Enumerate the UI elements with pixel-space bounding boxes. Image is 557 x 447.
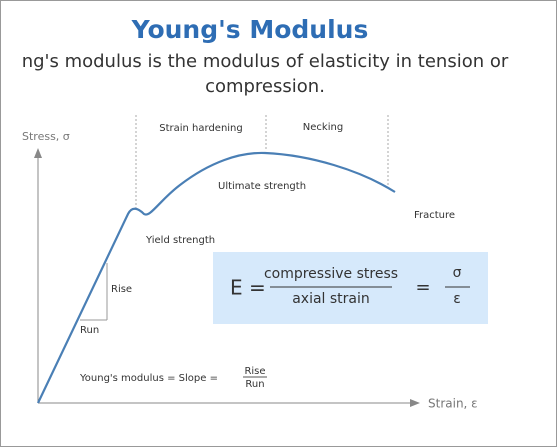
symbol-denominator: ε: [453, 291, 461, 307]
slope-formula: Young's modulus = Slope =: [79, 373, 218, 384]
run-label: Run: [80, 325, 99, 336]
formula-left: E =: [230, 276, 266, 300]
region-label: Necking: [303, 122, 343, 133]
region-label: Strain hardening: [159, 123, 243, 134]
formula-box: [213, 252, 488, 324]
fracture-label: Fracture: [414, 210, 455, 221]
subtitle: compression.: [205, 76, 325, 97]
rise-label: Rise: [111, 284, 132, 295]
formula-equals: =: [415, 277, 430, 298]
formula-denominator: axial strain: [292, 291, 370, 307]
dividers: [135, 115, 389, 210]
x-axis-label: Strain, ε: [428, 397, 478, 411]
slope-numerator: Rise: [244, 366, 265, 377]
formula-numerator: compressive stress: [264, 266, 398, 282]
axes: [34, 148, 420, 407]
yield-label: Yield strength: [145, 235, 215, 246]
slope-triangle: [80, 263, 108, 321]
stress-strain-curve: [37, 151, 396, 404]
slope-denominator: Run: [245, 379, 264, 390]
title: Young's Modulus: [131, 15, 369, 44]
y-axis-label: Stress, σ: [22, 130, 70, 143]
subtitle: ng's modulus is the modulus of elasticit…: [22, 51, 509, 72]
ultimate-label: Ultimate strength: [218, 181, 306, 192]
symbol-numerator: σ: [453, 265, 462, 281]
